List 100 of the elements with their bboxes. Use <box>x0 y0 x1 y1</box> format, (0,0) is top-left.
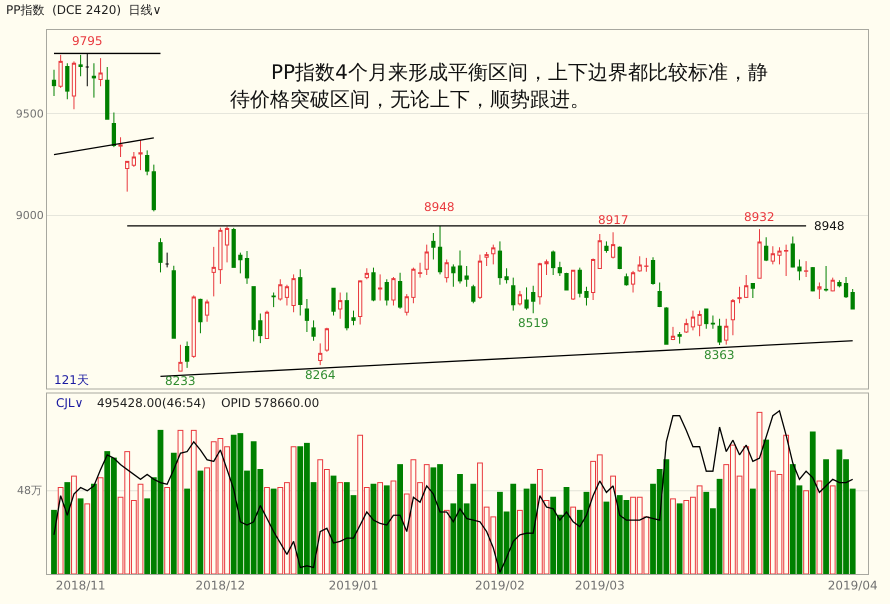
candlestick <box>704 308 708 330</box>
candlestick <box>344 292 349 331</box>
annotation: 8264 <box>305 368 336 382</box>
candlestick <box>384 278 389 306</box>
candlestick <box>590 258 596 301</box>
bar <box>98 477 104 574</box>
annotation: 9795 <box>72 34 103 48</box>
bar <box>384 485 390 574</box>
candlestick <box>78 54 83 77</box>
bar <box>570 506 576 574</box>
candlestick <box>684 318 688 334</box>
candlestick <box>544 258 549 276</box>
candlestick <box>571 270 576 301</box>
candlestick <box>764 236 768 262</box>
candlestick <box>850 288 855 310</box>
candlestick <box>444 258 449 283</box>
candlestick <box>284 284 290 306</box>
candlestick <box>784 244 788 276</box>
candlestick <box>404 294 409 316</box>
bar <box>390 480 396 574</box>
candlestick <box>618 246 622 270</box>
candlestick <box>258 312 262 344</box>
x-tick-label: 2019/04 <box>828 578 878 592</box>
y-tick-label: 9000 <box>16 209 44 222</box>
annotation: 8519 <box>518 316 549 330</box>
bar <box>604 502 610 574</box>
bar <box>803 490 809 574</box>
candlestick <box>52 69 56 96</box>
bar <box>178 430 184 574</box>
candlestick <box>678 331 682 344</box>
candlestick <box>518 290 522 306</box>
candlestick <box>105 66 110 120</box>
candlestick <box>304 298 310 332</box>
candlestick <box>491 244 496 265</box>
candlestick <box>232 227 236 268</box>
candlestick <box>531 285 536 314</box>
candlestick <box>524 286 529 310</box>
bar <box>676 503 683 574</box>
candlestick <box>837 280 842 288</box>
candlestick <box>72 60 76 110</box>
candlestick <box>145 150 150 176</box>
bar <box>763 440 770 574</box>
candlestick <box>438 225 442 275</box>
annotation: 8932 <box>744 210 775 224</box>
candlestick <box>824 266 828 292</box>
chart-subtitle: 495428.00(46:54) OPID 578660.00 <box>97 396 320 410</box>
bar <box>84 503 90 574</box>
annotation: 8948 <box>424 200 455 214</box>
bar <box>264 486 270 574</box>
bar <box>444 510 450 574</box>
candlestick <box>351 310 356 326</box>
candlestick <box>198 298 203 334</box>
candlestick <box>551 250 556 276</box>
candlestick <box>644 257 648 272</box>
bar <box>830 485 836 574</box>
candlestick <box>578 267 582 298</box>
candlestick <box>451 264 456 288</box>
candlestick <box>391 276 396 306</box>
candlestick <box>311 320 316 342</box>
candlestick <box>358 280 362 325</box>
candlestick <box>371 267 376 302</box>
candlestick <box>298 268 302 316</box>
bar <box>184 488 190 574</box>
candlestick <box>58 54 63 88</box>
candlestick <box>192 294 196 358</box>
candlestick <box>750 283 755 298</box>
candlestick <box>238 252 242 274</box>
candlestick <box>471 284 476 304</box>
candlestick <box>584 286 589 306</box>
annotation: 8233 <box>165 374 196 388</box>
bar <box>330 476 336 574</box>
candlestick <box>291 274 296 313</box>
bar <box>816 480 822 574</box>
candlestick <box>604 240 609 254</box>
candlestick <box>331 288 336 316</box>
candlestick <box>418 262 422 278</box>
bar <box>517 510 523 574</box>
candlestick <box>817 282 822 300</box>
candlestick <box>630 270 636 293</box>
candlestick <box>737 286 742 304</box>
candlestick <box>218 227 223 284</box>
annotation: 8948 <box>814 219 845 233</box>
candlestick <box>724 318 728 346</box>
candlestick <box>730 298 736 336</box>
bar <box>670 498 676 574</box>
candlestick <box>125 160 130 192</box>
bar <box>370 484 376 574</box>
candlestick <box>638 256 642 272</box>
annotation: 121天 <box>54 373 89 387</box>
candlestick <box>538 262 542 305</box>
candlestick <box>757 228 762 279</box>
candlestick <box>504 268 509 284</box>
candlestick <box>398 272 402 310</box>
candlestick <box>770 246 775 265</box>
candlestick <box>252 286 256 342</box>
candlestick <box>158 238 163 273</box>
candlestick <box>790 236 795 268</box>
candlestick <box>152 164 156 212</box>
candlestick <box>558 261 562 276</box>
x-tick-label: 2019/03 <box>574 578 625 592</box>
